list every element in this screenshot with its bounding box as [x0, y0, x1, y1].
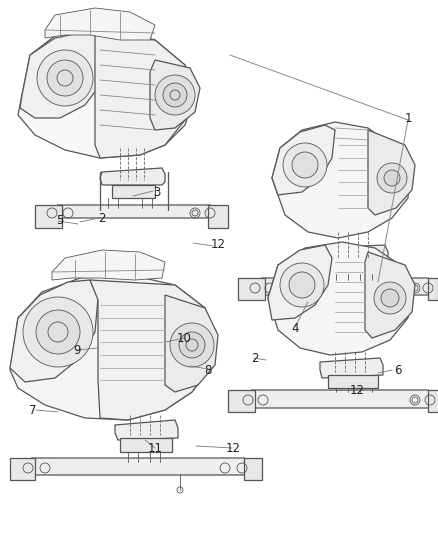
- Text: 11: 11: [148, 441, 162, 455]
- Polygon shape: [238, 278, 265, 300]
- Circle shape: [170, 323, 214, 367]
- Polygon shape: [120, 438, 172, 452]
- Circle shape: [283, 143, 327, 187]
- Text: 12: 12: [226, 441, 240, 455]
- Circle shape: [384, 170, 400, 186]
- Polygon shape: [100, 168, 165, 185]
- Text: 5: 5: [57, 214, 64, 227]
- Circle shape: [292, 152, 318, 178]
- Polygon shape: [272, 125, 335, 195]
- Text: 8: 8: [204, 364, 212, 376]
- Polygon shape: [45, 8, 155, 40]
- Polygon shape: [268, 245, 332, 320]
- Polygon shape: [320, 245, 388, 265]
- Polygon shape: [272, 122, 410, 238]
- Polygon shape: [365, 252, 415, 338]
- Circle shape: [377, 163, 407, 193]
- Polygon shape: [55, 205, 215, 218]
- Text: 10: 10: [177, 332, 191, 344]
- Circle shape: [36, 310, 80, 354]
- Polygon shape: [115, 420, 178, 440]
- Polygon shape: [165, 295, 218, 392]
- Circle shape: [163, 83, 187, 107]
- Polygon shape: [248, 390, 432, 408]
- Text: 4: 4: [291, 321, 299, 335]
- Polygon shape: [10, 458, 35, 480]
- Circle shape: [155, 75, 195, 115]
- Polygon shape: [18, 28, 195, 158]
- Polygon shape: [150, 60, 200, 130]
- Text: 3: 3: [153, 185, 161, 198]
- Polygon shape: [428, 390, 438, 412]
- Polygon shape: [10, 280, 98, 382]
- Polygon shape: [20, 32, 105, 118]
- Text: 9: 9: [73, 343, 81, 357]
- Polygon shape: [112, 185, 155, 198]
- Text: 12: 12: [211, 238, 226, 252]
- Text: 7: 7: [29, 403, 37, 416]
- Text: 1: 1: [404, 111, 412, 125]
- Text: 2: 2: [251, 351, 259, 365]
- Circle shape: [37, 50, 93, 106]
- Polygon shape: [268, 242, 412, 355]
- Polygon shape: [328, 262, 378, 275]
- Circle shape: [289, 272, 315, 298]
- Polygon shape: [28, 458, 248, 475]
- Polygon shape: [258, 278, 432, 295]
- Polygon shape: [320, 358, 383, 378]
- Circle shape: [47, 60, 83, 96]
- Circle shape: [179, 332, 205, 358]
- Polygon shape: [52, 250, 165, 280]
- Polygon shape: [428, 278, 438, 300]
- Text: 12: 12: [350, 384, 364, 397]
- Circle shape: [23, 297, 93, 367]
- Polygon shape: [244, 458, 262, 480]
- Circle shape: [381, 289, 399, 307]
- Polygon shape: [208, 205, 228, 228]
- Circle shape: [280, 263, 324, 307]
- Text: 2: 2: [98, 212, 106, 224]
- Polygon shape: [368, 130, 415, 215]
- Polygon shape: [10, 275, 215, 420]
- Polygon shape: [95, 35, 185, 158]
- Polygon shape: [328, 375, 378, 388]
- Text: 6: 6: [394, 364, 402, 376]
- Polygon shape: [35, 205, 62, 228]
- Polygon shape: [228, 390, 255, 412]
- Polygon shape: [90, 280, 210, 420]
- Circle shape: [374, 282, 406, 314]
